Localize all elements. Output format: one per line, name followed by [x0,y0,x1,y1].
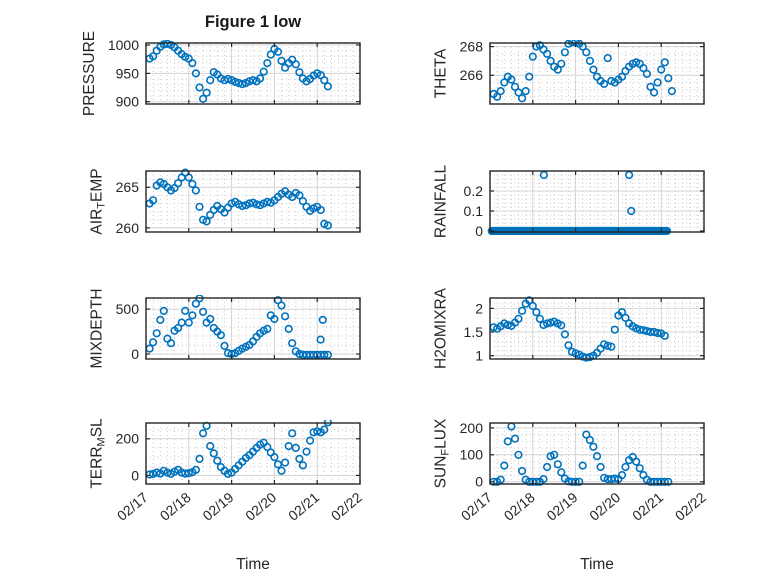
y-tick-label: 268 [460,39,484,55]
y-tick-label: 1 [475,348,483,364]
y-tick-label: 0 [131,346,139,362]
x-axis-label-left: Time [236,556,270,573]
tick-marks [145,43,361,104]
y-axis-label-h2omixra: H2OMIXRA [433,287,450,369]
subplot-h2omixra: 1 1.5 2 H2OMIXRA [433,287,705,369]
tick-marks [489,43,705,104]
x-tick-label: 02/21 [629,489,666,524]
data-points [145,168,333,230]
minor-grid [490,171,704,232]
y-tick-label: 2 [475,300,483,316]
x-tick-label: 02/19 [199,489,236,524]
subplot-rainfall: 0 0.1 0.2 RAINFALL [433,165,705,239]
y-tick-label: 260 [116,220,140,236]
minor-grid [146,298,360,359]
x-tick-label: 02/20 [242,489,279,524]
y-axis-label-air_temp: AIRTEMP [89,168,108,234]
subplot-mixdepth: 0 500 MIXDEPTH [89,288,361,369]
y-tick-label: 1.5 [464,324,484,340]
x-tick-label: 02/18 [501,489,538,524]
subplot-terr_msl: 0 200 TERRMSL 02/17 02/18 02/19 02/20 02/21 02/2… [89,418,365,524]
x-tick-label: 02/17 [458,489,495,524]
y-tick-label: 900 [116,94,140,110]
x-tick-label: 02/20 [586,489,623,524]
x-tick-label: 02/22 [328,489,365,524]
y-tick-label: 950 [116,65,140,81]
major-grid [146,298,360,359]
y-tick-label: 266 [460,67,484,83]
subplot-air_temp: 260 265 AIRTEMP [89,168,361,236]
x-tick-label: 02/21 [285,489,322,524]
major-grid [490,171,704,232]
y-tick-label: 0 [475,223,483,239]
y-tick-label: 0.1 [464,203,484,219]
data-points [489,296,669,362]
x-tick-label: 02/18 [157,489,194,524]
y-axis-label-rainfall: RAINFALL [433,165,450,239]
data-points [487,170,672,235]
tick-marks [145,423,361,484]
tick-marks [145,298,361,359]
x-tick-label: 02/17 [114,489,151,524]
y-tick-label: 1000 [108,37,139,53]
tick-marks [489,423,705,484]
y-tick-label: 265 [116,179,140,195]
y-axis-label-mixdepth: MIXDEPTH [89,288,106,368]
y-tick-label: 0 [131,467,139,483]
data-points [145,295,333,360]
subplot-sun_flux: 0 100 200 SUNFLUX 02/17 02/18 02/19 02/20 02/21 0… [433,418,709,524]
x-axis-label-right: Time [580,556,614,573]
x-tick-label: 02/19 [543,489,580,524]
tick-marks [489,171,705,232]
tick-marks [145,171,361,232]
y-tick-label: 200 [116,431,140,447]
y-axis-label-terr_msl: TERRMSL [89,418,108,489]
figure-title: Figure 1 low [205,13,301,31]
data-points [489,422,673,486]
subplot-pressure: 900 950 1000 PRESSURE [81,31,361,116]
y-tick-label: 100 [460,447,484,463]
y-axis-label-pressure: PRESSURE [81,31,98,116]
y-tick-label: 500 [116,301,140,317]
y-axis-label-sun_flux: SUNFLUX [433,418,452,488]
y-tick-label: 200 [460,420,484,436]
subplot-theta: 266 268 THETA [433,39,705,105]
data-points [145,40,333,103]
x-tick-label: 02/22 [672,489,709,524]
y-tick-label: 0 [475,474,483,490]
data-points [489,40,677,103]
y-tick-label: 0.2 [464,183,484,199]
tick-marks [489,298,705,359]
y-axis-label-theta: THETA [433,48,450,98]
